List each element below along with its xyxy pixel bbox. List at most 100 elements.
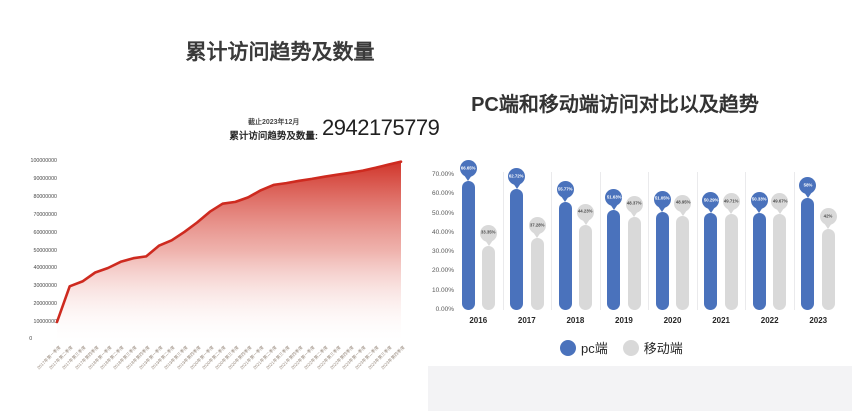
left-y-tick-label: 30000000 <box>33 283 57 289</box>
data-label: 50.29% <box>703 198 719 203</box>
left-y-tick-label: 10000000 <box>33 319 57 325</box>
legend-item-pc: pc端 <box>560 338 608 357</box>
pc-value-bubble-2023: 58% <box>799 177 817 195</box>
mobile-value-bubble-2018: 44.23% <box>577 203 595 221</box>
left-y-tick-label: 70000000 <box>33 212 57 218</box>
legend-label: pc端 <box>581 341 608 356</box>
right-y-tick-label: 70.00% <box>431 171 454 178</box>
pc-value-bubble-2019: 51.63% <box>605 189 623 207</box>
cumulative-metric-value: 2942175779 <box>322 115 440 140</box>
pc-bar-2016 <box>461 181 475 310</box>
pc-bar-2023 <box>801 198 815 310</box>
right-y-tick-label: 0.00% <box>435 306 454 313</box>
legend-marker-mobile <box>622 339 639 356</box>
group-separator <box>502 172 504 310</box>
right-y-tick-label: 40.00% <box>431 228 454 236</box>
right-y-tick-label: 50.00% <box>431 209 454 217</box>
year-label-2019: 2019 <box>615 316 633 325</box>
data-label: 49.71% <box>724 199 739 204</box>
pc-bar-2021 <box>704 213 718 310</box>
year-label-2023: 2023 <box>809 316 828 325</box>
group-separator <box>599 172 601 310</box>
pc-value-bubble-2016: 66.65% <box>459 160 477 178</box>
pc-mobile-chart-title: PC端和移动端访问对比以及趋势 <box>471 94 759 116</box>
mobile-bar-2020 <box>676 215 690 310</box>
data-label: 62.72% <box>509 174 524 179</box>
year-label-2021: 2021 <box>712 316 730 325</box>
pc-bar-2022 <box>752 212 766 310</box>
left-y-tick-label: 20000000 <box>33 301 57 307</box>
right-y-tick-label: 30.00% <box>431 248 454 256</box>
mobile-value-bubble-2020: 48.95% <box>674 194 692 212</box>
mobile-bar-2016 <box>482 245 495 310</box>
year-label-2016: 2016 <box>469 316 488 325</box>
bottom-background-band <box>428 366 852 411</box>
data-label: 51.63% <box>606 195 622 201</box>
mobile-bar-2021 <box>724 214 738 310</box>
data-label: 44.23% <box>578 210 593 215</box>
mobile-bar-2019 <box>627 216 641 310</box>
cumulative-chart-title: 累计访问趋势及数量 <box>185 41 375 64</box>
group-separator <box>793 172 795 310</box>
data-label: 55.77% <box>557 187 573 193</box>
mobile-value-bubble-2023: 42% <box>819 208 837 225</box>
data-label: 48.37% <box>626 202 642 207</box>
pc-value-bubble-2020: 51.05% <box>653 190 671 208</box>
pc-value-bubble-2018: 55.77% <box>556 181 574 199</box>
mobile-value-bubble-2016: 33.35% <box>480 224 497 242</box>
cumulative-area-fill <box>57 161 401 341</box>
cumulative-y-zero-label: 0 <box>29 336 33 342</box>
pc-bar-2017 <box>510 189 524 310</box>
data-label: 66.65% <box>460 166 476 172</box>
data-label: 48.95% <box>675 200 691 206</box>
left-y-tick-label: 90000000 <box>33 176 57 182</box>
right-y-tick-label: 20.00% <box>431 267 454 275</box>
mobile-bar-2018 <box>579 224 593 310</box>
left-y-tick-label: 100000000 <box>30 158 57 164</box>
left-y-tick-label: 60000000 <box>33 230 57 236</box>
data-label: 50.33% <box>752 198 767 203</box>
group-separator <box>696 172 698 310</box>
cumulative-trend-line <box>55 160 403 324</box>
data-label: 51.05% <box>654 196 670 202</box>
year-label-2018: 2018 <box>566 316 585 325</box>
data-label: 42% <box>824 214 833 219</box>
data-label: 37.28% <box>529 223 545 228</box>
mobile-bar-2022 <box>773 214 787 310</box>
mobile-value-bubble-2019: 48.37% <box>625 195 643 213</box>
left-y-tick-label: 40000000 <box>33 265 57 272</box>
year-label-2020: 2020 <box>663 316 682 325</box>
pc-value-bubble-2021: 50.29% <box>702 192 720 209</box>
mobile-bar-2023 <box>821 229 835 310</box>
mobile-value-bubble-2022: 49.67% <box>771 193 789 211</box>
pc-bar-2020 <box>655 211 669 310</box>
asof-date-label: 截止2023年12月 <box>247 119 300 126</box>
data-label: 33.35% <box>481 231 496 236</box>
pc-bar-2019 <box>607 210 621 310</box>
cumulative-metric-label: 累计访问趋势及数量: <box>229 131 318 142</box>
cumulative-annotation: 截止2023年12月 累计访问趋势及数量: <box>229 117 318 142</box>
data-label: 49.67% <box>772 199 788 204</box>
pc-value-bubble-2022: 50.33% <box>750 191 768 209</box>
pc-value-bubble-2017: 62.72% <box>508 168 526 186</box>
data-label: 58% <box>803 183 813 188</box>
pc-mobile-legend: pc端 移动端 <box>560 338 683 357</box>
group-separator <box>745 172 747 310</box>
legend-item-mobile: 移动端 <box>622 338 683 357</box>
cumulative-area-chart <box>55 160 403 341</box>
year-label-2022: 2022 <box>760 316 779 325</box>
legend-marker-pc <box>560 339 576 356</box>
mobile-value-bubble-2021: 49.71% <box>722 193 740 211</box>
year-label-2017: 2017 <box>517 316 536 325</box>
left-y-tick-label: 50000000 <box>33 247 57 254</box>
right-y-tick-label: 60.00% <box>431 190 454 198</box>
pc-bar-2018 <box>558 202 572 310</box>
mobile-bar-2017 <box>530 238 544 310</box>
group-separator <box>551 172 553 310</box>
right-y-tick-label: 10.00% <box>431 286 454 294</box>
mobile-value-bubble-2017: 37.28% <box>528 217 546 235</box>
legend-label: 移动端 <box>643 341 683 356</box>
